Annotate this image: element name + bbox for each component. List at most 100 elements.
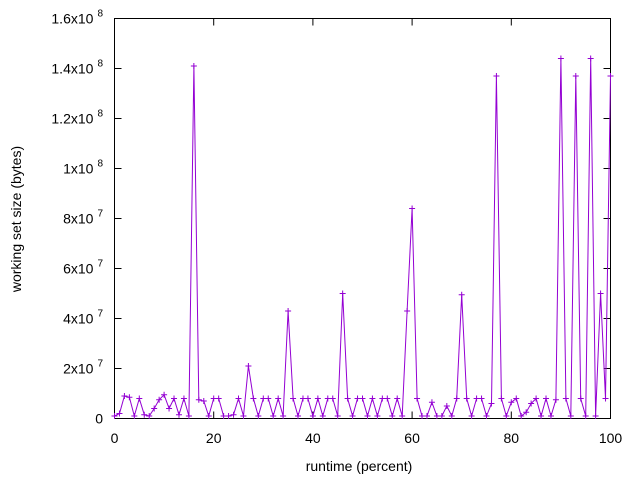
data-point-marker — [295, 413, 302, 419]
data-point-marker — [195, 396, 202, 403]
data-point-marker — [543, 395, 550, 402]
data-point-marker — [478, 395, 485, 402]
data-point-marker — [255, 413, 262, 419]
data-point-marker — [493, 73, 500, 79]
data-point-marker — [409, 205, 416, 212]
data-point-marker — [270, 413, 277, 419]
data-point-marker — [374, 413, 381, 419]
data-point-marker — [404, 308, 411, 314]
data-point-marker — [587, 55, 594, 62]
plot-frame — [114, 18, 611, 419]
data-point-marker — [151, 405, 158, 412]
y-tick-exponent: 8 — [97, 59, 103, 70]
data-point-marker — [146, 413, 153, 419]
data-point-marker — [533, 395, 540, 402]
data-point-marker — [438, 413, 445, 419]
y-tick-label: 6x10 7 — [63, 259, 103, 277]
data-point-marker — [230, 411, 237, 418]
data-point-marker — [275, 395, 282, 402]
y-tick-exponent: 8 — [97, 159, 103, 170]
y-tick-mantissa: 1x10 — [63, 161, 94, 177]
y-tick-exponent: 7 — [97, 209, 103, 220]
data-point-marker — [171, 395, 178, 402]
y-tick-mantissa: 1.2x10 — [51, 111, 93, 127]
data-point-marker — [280, 413, 287, 419]
data-point-marker — [329, 395, 336, 402]
data-point-marker — [215, 395, 222, 402]
data-point-marker — [369, 395, 376, 402]
data-point-marker — [290, 395, 297, 402]
x-tick-label: 80 — [504, 430, 520, 446]
data-point-marker — [597, 290, 604, 297]
y-tick-label: 1x10 8 — [63, 159, 103, 177]
y-tick-label: 1.2x10 8 — [51, 109, 103, 127]
data-point-marker — [463, 395, 470, 402]
data-point-marker — [180, 395, 187, 402]
data-point-marker — [319, 413, 326, 419]
data-point-marker — [240, 413, 247, 419]
y-tick-label: 8x10 7 — [63, 209, 103, 227]
y-tick-label: 2x10 7 — [63, 359, 103, 377]
data-point-marker — [235, 395, 242, 402]
data-point-marker — [488, 400, 495, 407]
x-tick-label: 0 — [111, 430, 119, 446]
data-point-marker — [245, 363, 252, 369]
data-point-marker — [131, 413, 138, 419]
y-tick-exponent: 7 — [97, 309, 103, 320]
data-point-marker — [602, 395, 609, 402]
data-point-marker — [498, 395, 505, 402]
data-point-marker — [572, 73, 579, 79]
data-point-marker — [503, 413, 510, 419]
data-point-marker — [384, 395, 391, 402]
y-tick-mantissa: 8x10 — [63, 211, 94, 227]
data-point-marker — [111, 413, 118, 419]
data-point-marker — [552, 396, 559, 403]
data-point-marker — [468, 413, 475, 419]
data-point-marker — [508, 399, 515, 406]
data-point-marker — [518, 413, 525, 419]
data-point-marker — [285, 308, 292, 314]
data-point-marker — [334, 413, 341, 419]
x-axis-ticks: 0 20 40 60 80 100 — [111, 18, 623, 446]
x-tick-label: 20 — [206, 430, 222, 446]
data-point-marker — [547, 413, 554, 419]
data-point-marker — [607, 73, 614, 79]
data-point-marker — [185, 413, 192, 419]
y-tick-exponent: 7 — [97, 259, 103, 270]
data-point-marker — [458, 291, 465, 298]
x-tick-label: 40 — [305, 430, 321, 446]
y-axis-label: working set size (bytes) — [8, 146, 24, 293]
data-point-marker — [175, 411, 182, 418]
data-point-marker — [116, 410, 123, 417]
data-point-marker — [304, 395, 311, 402]
data-point-marker — [250, 395, 257, 402]
data-point-marker — [592, 413, 599, 419]
data-point-marker — [205, 413, 212, 419]
data-point-marker — [309, 413, 316, 419]
series-line — [114, 58, 611, 418]
y-tick-mantissa: 1.4x10 — [51, 61, 93, 77]
data-point-marker — [448, 413, 455, 419]
y-tick-exponent: 7 — [97, 359, 103, 370]
y-tick-mantissa: 4x10 — [63, 311, 94, 327]
data-point-marker — [428, 399, 435, 406]
data-point-marker — [389, 413, 396, 419]
y-tick-label: 0 — [95, 411, 103, 427]
data-point-marker — [483, 413, 490, 419]
data-point-marker — [423, 413, 430, 419]
x-tick-label: 100 — [599, 430, 623, 446]
y-tick-exponent: 8 — [97, 109, 103, 120]
data-point-marker — [166, 405, 173, 412]
data-point-marker — [200, 398, 207, 404]
y-tick-mantissa: 6x10 — [63, 261, 94, 277]
data-point-marker — [582, 413, 589, 419]
data-point-marker — [528, 400, 535, 407]
data-point-marker — [161, 391, 168, 398]
data-point-marker — [339, 290, 346, 297]
data-point-marker — [577, 395, 584, 402]
data-point-marker — [314, 395, 321, 402]
data-point-marker — [523, 409, 530, 416]
data-point-marker — [414, 395, 421, 402]
x-tick-label: 60 — [404, 430, 420, 446]
